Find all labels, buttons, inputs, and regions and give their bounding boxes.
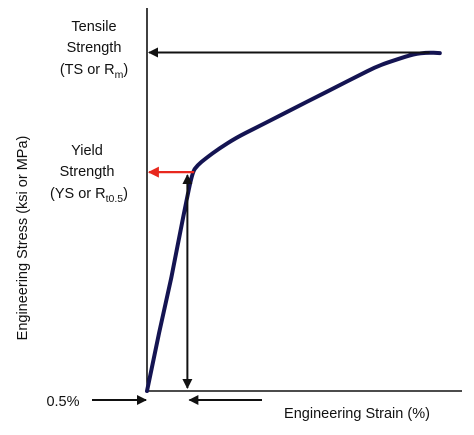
yield-strength-label-2: Strength — [60, 164, 115, 180]
tensile-strength-label-2: Strength — [67, 40, 122, 56]
offset-strain-label: 0.5% — [46, 394, 79, 410]
tensile-strength-label-1: Tensile — [71, 19, 116, 35]
x-axis-label: Engineering Strain (%) — [284, 406, 430, 422]
yield-strength-label-1: Yield — [71, 143, 103, 159]
stress-strain-curve — [145, 50, 442, 393]
yield-strength-label-3: (YS or Rt0.5) — [50, 186, 128, 205]
tensile-strength-label-3: (TS or Rm) — [60, 62, 128, 81]
y-axis-label: Engineering Stress (ksi or MPa) — [15, 136, 31, 341]
